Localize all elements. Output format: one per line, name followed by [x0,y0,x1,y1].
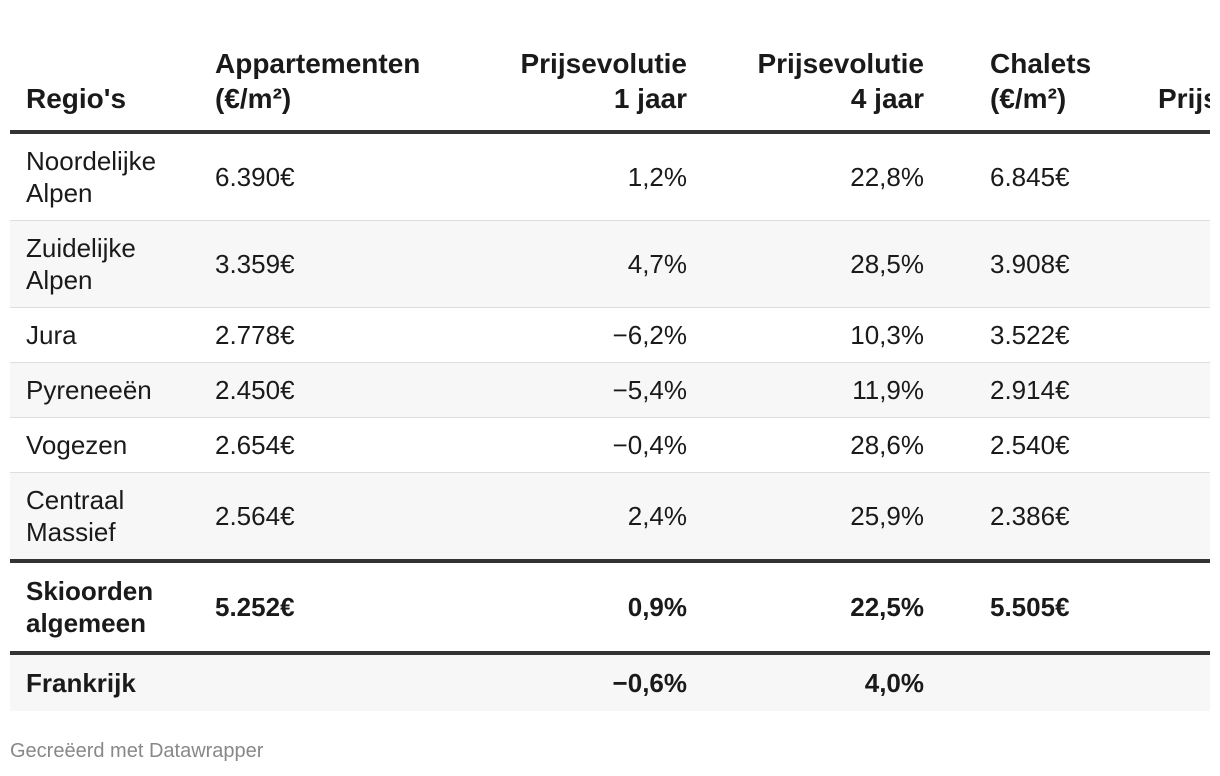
table-row: Centraal Massief 2.564€ 2,4% 25,9% 2.386… [10,472,1210,562]
change-4y-cell: 25,9% [687,472,924,562]
change-4y-cell: 10,3% [687,307,924,363]
region-cell: Pyreneeën [10,362,215,418]
header-price-cut[interactable]: Prijs [1092,36,1210,134]
extra-cell [1092,132,1210,221]
chalets-cell: 2.540€ [924,417,1092,473]
region-cell: Centraal Massief [10,472,215,562]
summary-extra-cell [1092,559,1210,655]
table-row: Jura 2.778€ −6,2% 10,3% 3.522€ [10,307,1210,363]
change-1y-cell: −0,4% [460,417,687,473]
extra-cell [1092,220,1210,308]
extra-cell [1092,417,1210,473]
chalets-cell: 3.522€ [924,307,1092,363]
summary-chalets-cell: 5.505€ [924,559,1092,655]
change-4y-cell: 28,5% [687,220,924,308]
apartments-cell: 2.450€ [215,362,460,418]
total-extra-cell [1092,653,1210,711]
change-4y-cell: 11,9% [687,362,924,418]
summary-apartments-cell: 5.252€ [215,559,460,655]
total-row: Frankrijk −0,6% 4,0% [10,653,1210,711]
total-region-cell: Frankrijk [10,653,215,711]
header-apartments[interactable]: Appartementen (€/m²) [215,36,460,134]
change-1y-cell: 1,2% [460,132,687,221]
extra-cell [1092,472,1210,562]
total-chalets-cell [924,653,1092,711]
total-apartments-cell [215,653,460,711]
change-1y-cell: −6,2% [460,307,687,363]
change-1y-cell: 2,4% [460,472,687,562]
change-4y-cell: 22,8% [687,132,924,221]
region-cell: Zuidelijke Alpen [10,220,215,308]
region-cell: Jura [10,307,215,363]
table-row: Pyreneeën 2.450€ −5,4% 11,9% 2.914€ [10,362,1210,418]
datawrapper-credit[interactable]: Gecreëerd met Datawrapper [10,740,264,762]
table-row: Zuidelijke Alpen 3.359€ 4,7% 28,5% 3.908… [10,220,1210,308]
change-1y-cell: 4,7% [460,220,687,308]
apartments-cell: 2.778€ [215,307,460,363]
summary-row: Skioorden algemeen 5.252€ 0,9% 22,5% 5.5… [10,559,1210,655]
total-change-4y-cell: 4,0% [687,653,924,711]
summary-region-cell: Skioorden algemeen [10,559,215,655]
apartments-cell: 6.390€ [215,132,460,221]
chalets-cell: 3.908€ [924,220,1092,308]
apartments-cell: 3.359€ [215,220,460,308]
header-price-change-4y[interactable]: Prijsevolutie 4 jaar [687,36,924,134]
chalets-cell: 2.386€ [924,472,1092,562]
price-table: Regio's Appartementen (€/m²) Prijsevolut… [10,36,1210,711]
total-change-1y-cell: −0,6% [460,653,687,711]
header-price-change-1y[interactable]: Prijsevolutie 1 jaar [460,36,687,134]
apartments-cell: 2.564€ [215,472,460,562]
change-4y-cell: 28,6% [687,417,924,473]
table-container: Regio's Appartementen (€/m²) Prijsevolut… [10,36,1210,711]
extra-cell [1092,362,1210,418]
change-1y-cell: −5,4% [460,362,687,418]
chalets-cell: 6.845€ [924,132,1092,221]
extra-cell [1092,307,1210,363]
header-row: Regio's Appartementen (€/m²) Prijsevolut… [10,36,1210,134]
summary-change-1y-cell: 0,9% [460,559,687,655]
table-row: Vogezen 2.654€ −0,4% 28,6% 2.540€ [10,417,1210,473]
apartments-cell: 2.654€ [215,417,460,473]
header-regions[interactable]: Regio's [10,36,215,134]
summary-change-4y-cell: 22,5% [687,559,924,655]
chalets-cell: 2.914€ [924,362,1092,418]
header-chalets[interactable]: Chalets (€/m²) [924,36,1092,134]
table-row: Noordelijke Alpen 6.390€ 1,2% 22,8% 6.84… [10,132,1210,221]
region-cell: Vogezen [10,417,215,473]
region-cell: Noordelijke Alpen [10,132,215,221]
